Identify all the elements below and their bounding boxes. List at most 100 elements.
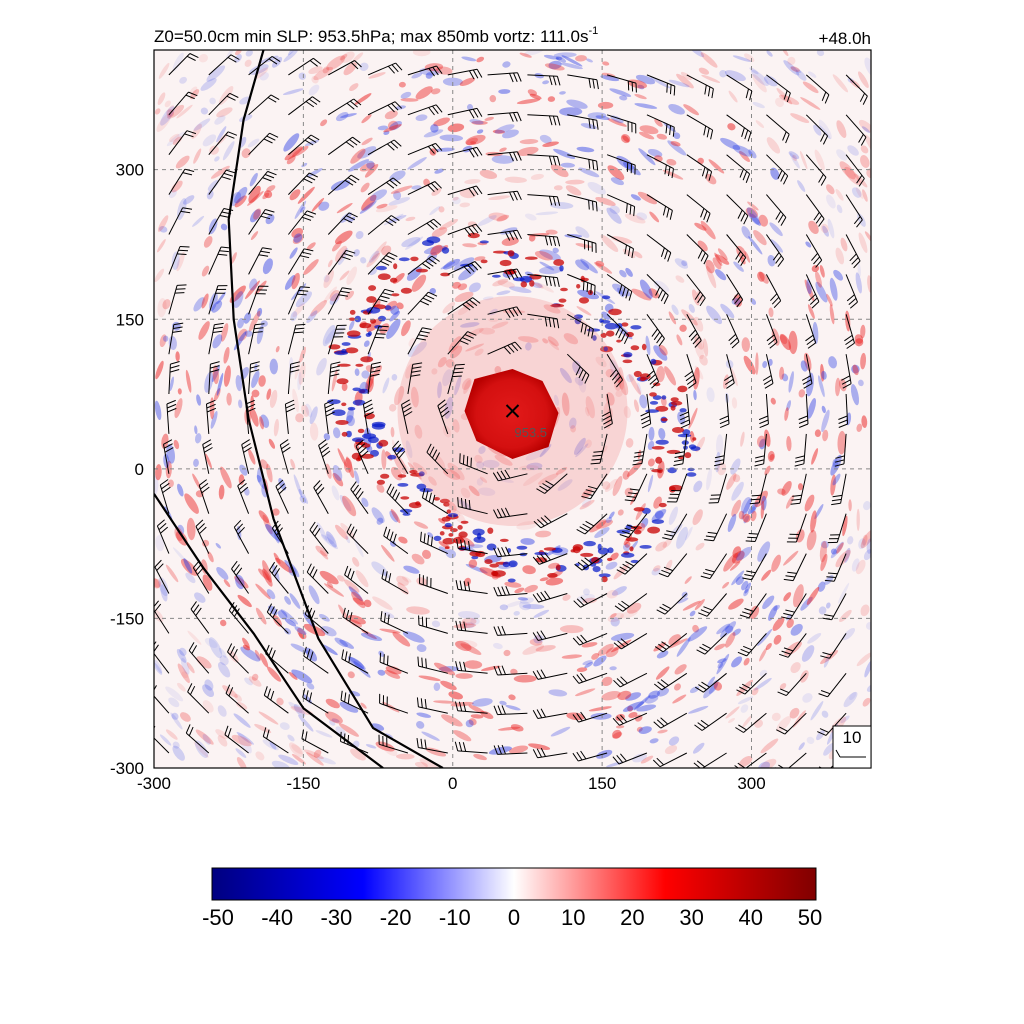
vorticity-cell <box>639 394 648 409</box>
vorticity-cell <box>547 96 556 102</box>
vorticity-cell <box>742 513 751 523</box>
vorticity-cell <box>689 610 696 617</box>
wind-barb <box>383 526 409 555</box>
vorticity-cell <box>288 701 303 713</box>
wind-barb <box>187 683 210 714</box>
wind-barb <box>616 553 648 575</box>
vorticity-cell <box>856 652 871 667</box>
wind-barb <box>749 473 767 505</box>
vorticity-cell <box>693 480 703 493</box>
vorticity-band-cell <box>361 453 374 459</box>
vorticity-band-cell <box>670 400 683 406</box>
wind-barb <box>844 314 855 349</box>
vorticity-cell <box>360 257 367 264</box>
wind-barb <box>248 323 265 355</box>
vorticity-cell <box>171 712 179 720</box>
vorticity-cell <box>494 366 502 374</box>
vorticity-band-cell <box>352 399 366 406</box>
vorticity-band-cell <box>458 531 468 538</box>
wind-barb <box>447 185 483 197</box>
wind-barb <box>766 154 789 185</box>
vorticity-cell <box>520 538 535 545</box>
vorticity-cell <box>371 507 385 524</box>
vorticity-cell <box>336 112 349 122</box>
vorticity-band-cell <box>560 287 568 292</box>
vorticity-cell <box>282 88 304 96</box>
wind-barb <box>417 656 448 674</box>
wind-barb <box>208 322 224 355</box>
vorticity-cell <box>293 233 303 243</box>
vorticity-cell <box>575 688 596 697</box>
vorticity-cell <box>387 120 399 130</box>
wind-barb <box>612 712 648 726</box>
vorticity-cell <box>341 382 348 392</box>
vorticity-cell <box>751 69 769 87</box>
vorticity-cell <box>826 194 836 209</box>
vorticity-cell <box>494 455 513 466</box>
vorticity-cell <box>183 558 193 574</box>
wind-barb <box>845 74 868 105</box>
vorticity-cell <box>309 406 318 425</box>
vorticity-cell <box>739 150 750 163</box>
vorticity-cell <box>615 713 625 721</box>
vorticity-cell <box>484 116 494 121</box>
vorticity-cell <box>248 676 262 687</box>
vorticity-cell <box>157 239 166 253</box>
wind-barb <box>163 439 174 474</box>
wind-barb <box>208 246 231 275</box>
vorticity-cell <box>829 304 835 325</box>
vorticity-cell <box>325 711 343 724</box>
wind-barb <box>367 325 389 355</box>
vorticity-cell <box>388 197 411 206</box>
vorticity-cell <box>513 610 520 616</box>
vorticity-cell <box>286 155 296 165</box>
vorticity-cell <box>469 119 484 125</box>
vorticity-cell <box>502 61 511 68</box>
wind-barb <box>367 139 402 156</box>
vorticity-band-cell <box>352 387 361 392</box>
vorticity-cell <box>349 619 363 628</box>
colorbar-ticks: -50 -40 -30 -20 -10 0 10 20 30 40 50 <box>202 905 822 930</box>
vorticity-cell <box>488 212 508 221</box>
vorticity-cell <box>717 462 727 476</box>
vorticity-cell <box>651 567 661 576</box>
vorticity-cell <box>482 296 494 301</box>
wind-barb <box>572 672 608 684</box>
vorticity-cell <box>543 304 561 314</box>
vorticity-cell <box>639 279 653 299</box>
vorticity-cell <box>622 135 630 143</box>
vorticity-cell <box>714 643 726 651</box>
vorticity-band-cell <box>649 392 657 397</box>
wind-barb <box>407 104 443 116</box>
vorticity-band-cell <box>616 339 622 343</box>
vorticity-cell <box>528 743 551 750</box>
vorticity-cell <box>292 388 299 413</box>
vorticity-cell <box>804 279 815 302</box>
vorticity-band-cell <box>651 469 662 473</box>
wind-barb <box>601 393 613 429</box>
wind-barb <box>456 539 488 555</box>
x-tick-label: -150 <box>286 774 320 793</box>
vorticity-cell <box>821 370 827 380</box>
vorticity-cell <box>297 627 307 640</box>
vorticity-cell <box>476 461 485 469</box>
vorticity-band-cell <box>341 402 347 407</box>
vorticity-cell <box>309 422 319 441</box>
vorticity-cell <box>523 472 543 487</box>
vorticity-cell <box>298 632 304 640</box>
wind-barb <box>567 234 597 253</box>
wind-barb <box>590 433 608 465</box>
vorticity-band-cell <box>345 430 352 438</box>
vorticity-cell <box>175 530 188 546</box>
vorticity-cell <box>234 186 248 204</box>
wind-barb <box>271 520 289 554</box>
vorticity-cell <box>793 584 804 608</box>
vorticity-cell <box>412 50 431 57</box>
vorticity-cell <box>587 181 606 195</box>
vorticity-cell <box>513 674 537 683</box>
vorticity-cell <box>555 56 567 63</box>
vorticity-cell <box>430 244 443 256</box>
storm-center: 953.5 <box>505 404 547 440</box>
vorticity-cell <box>560 62 583 70</box>
wind-barb <box>686 154 713 181</box>
